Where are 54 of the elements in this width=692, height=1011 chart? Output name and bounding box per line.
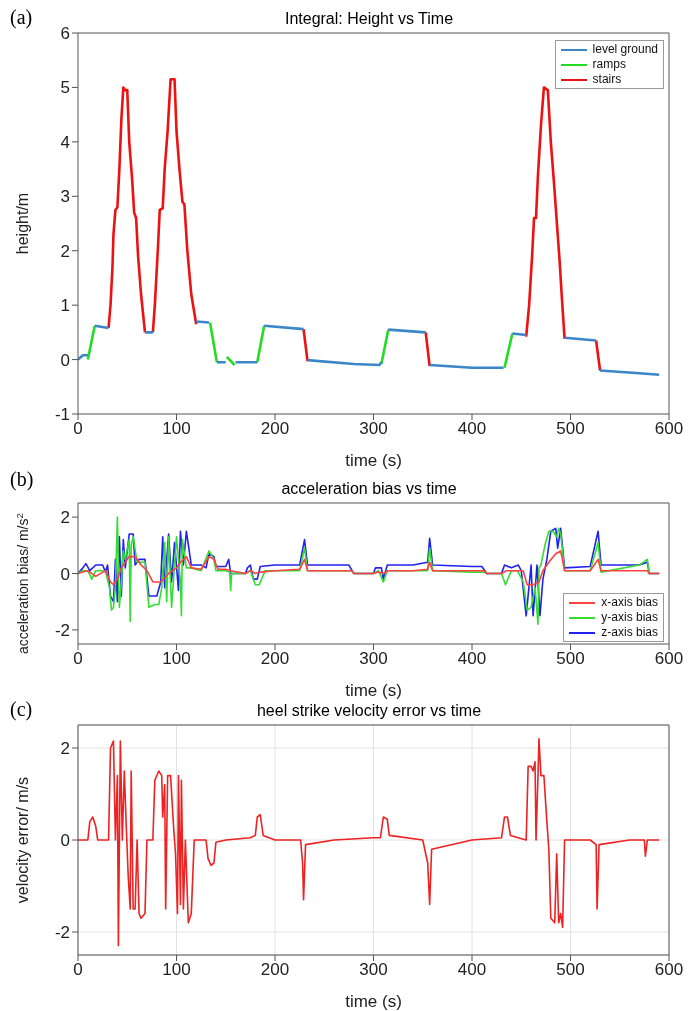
- y-axis-title: velocity error/ m/s: [14, 776, 31, 904]
- x-tick-label: 100: [162, 419, 191, 439]
- y-tick-label: 1: [60, 296, 70, 316]
- y-axis-title: height/m: [14, 192, 31, 255]
- text: (b): [10, 468, 34, 490]
- legend-label: x-axis bias: [601, 595, 658, 610]
- x-tick-label: 600: [654, 419, 684, 439]
- x-axis-title: time (s): [345, 451, 402, 470]
- legend-label: level ground: [592, 42, 658, 57]
- x-tick-label: 0: [73, 419, 83, 439]
- y-tick-label: 0: [60, 350, 70, 370]
- y-tick-label: 5: [60, 78, 70, 98]
- text: (c): [10, 698, 33, 720]
- x-tick-label: 100: [162, 960, 191, 980]
- y-tick-label: -2: [54, 620, 70, 640]
- x-axis-title: time (s): [345, 992, 402, 1011]
- x-tick-label: 200: [260, 649, 290, 669]
- y-tick-label: 0: [60, 831, 70, 851]
- chart-title: acceleration bias vs time: [280, 480, 458, 498]
- chart-title: Integral: Height vs Time: [284, 10, 454, 27]
- y-tick-label: 6: [60, 24, 70, 44]
- x-tick-label: 0: [73, 649, 83, 669]
- legend-label: z-axis bias: [601, 625, 658, 640]
- legend-label: stairs: [592, 72, 622, 87]
- line-series: [78, 550, 660, 586]
- x-tick-label: 200: [260, 419, 290, 439]
- x-tick-label: 500: [556, 419, 585, 439]
- x-tick-label: 500: [556, 649, 585, 669]
- x-tick-label: 0: [73, 960, 83, 980]
- line-series: [78, 738, 660, 947]
- x-tick-label: 300: [359, 649, 388, 669]
- x-tick-label: 300: [359, 960, 388, 980]
- y-tick-label: 3: [60, 187, 70, 207]
- y-tick-label: 2: [60, 508, 70, 528]
- x-axis-title: time (s): [345, 681, 402, 700]
- y-tick-label: -1: [54, 405, 70, 425]
- x-tick-label: 500: [556, 960, 585, 980]
- chart-title: heel strike velocity error vs time: [255, 702, 483, 720]
- x-tick-label: 100: [162, 649, 191, 669]
- y-tick-label: 2: [60, 739, 70, 759]
- x-tick-label: 400: [457, 649, 487, 669]
- x-tick-label: 400: [457, 960, 487, 980]
- x-tick-label: 400: [457, 419, 487, 439]
- legend-label: y-axis bias: [601, 610, 658, 625]
- text: (a): [10, 6, 33, 28]
- y-tick-label: 2: [60, 241, 70, 261]
- y-tick-label: 4: [60, 132, 70, 152]
- x-tick-label: 600: [654, 960, 684, 980]
- x-tick-label: 600: [654, 649, 684, 669]
- y-tick-label: -2: [54, 923, 70, 943]
- y-tick-label: 0: [60, 564, 70, 584]
- legend-label: ramps: [592, 57, 626, 72]
- x-tick-label: 300: [359, 419, 388, 439]
- x-tick-label: 200: [260, 960, 290, 980]
